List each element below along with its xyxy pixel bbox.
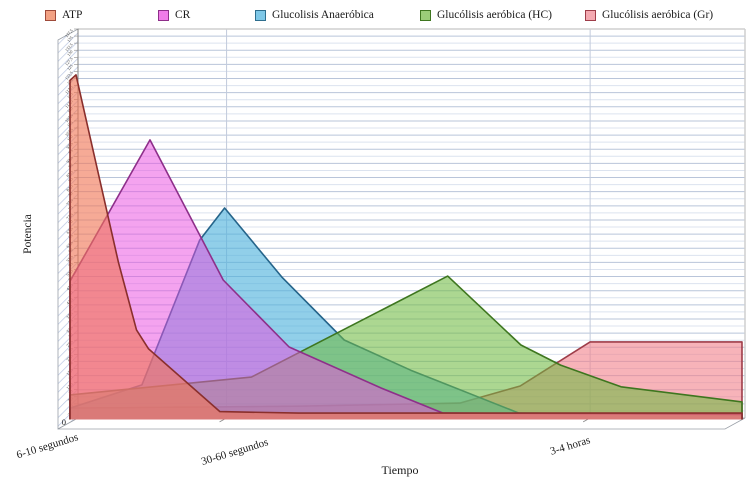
legend-swatch-icon <box>420 10 431 21</box>
svg-text:127,5: 127,5 <box>64 56 75 67</box>
svg-text:122,5: 122,5 <box>64 70 75 81</box>
legend-label: Glucólisis aeróbica (HC) <box>437 9 552 21</box>
legend-item-cr: CR <box>158 8 190 23</box>
legend-label: CR <box>175 9 191 21</box>
svg-text:125: 125 <box>66 63 74 71</box>
svg-text:132,5: 132,5 <box>64 42 75 53</box>
legend-swatch-icon <box>45 10 56 21</box>
svg-text:135: 135 <box>66 35 74 43</box>
svg-text:130: 130 <box>66 49 74 57</box>
legend-label: ATP <box>62 9 83 21</box>
y-axis-zero-label: 0 <box>61 417 66 427</box>
floor-3d <box>57 417 746 430</box>
legend-label: Glucólisis aeróbica (Gr) <box>602 9 714 21</box>
legend-swatch-icon <box>585 10 596 21</box>
legend-item-atp: ATP <box>45 8 82 23</box>
x-axis-title: Tiempo <box>381 463 419 477</box>
series-area-cr <box>70 139 742 420</box>
series-area-atp <box>70 74 742 420</box>
legend-item-gluc-lisis-aer-bica-hc-: Glucólisis aeróbica (HC) <box>420 8 552 23</box>
legend-label: Glucolisis Anaeróbica <box>272 9 374 21</box>
legend-swatch-icon <box>255 10 266 21</box>
svg-text:137,5: 137,5 <box>64 28 75 39</box>
series-line-atp <box>69 74 743 420</box>
legend-item-glucolisis-anaer-bica: Glucolisis Anaeróbica <box>255 8 374 23</box>
legend-item-gluc-lisis-aer-bica-gr-: Glucólisis aeróbica (Gr) <box>585 8 713 23</box>
legend-swatch-icon <box>158 10 169 21</box>
y-axis-title: Potencia <box>22 214 34 254</box>
